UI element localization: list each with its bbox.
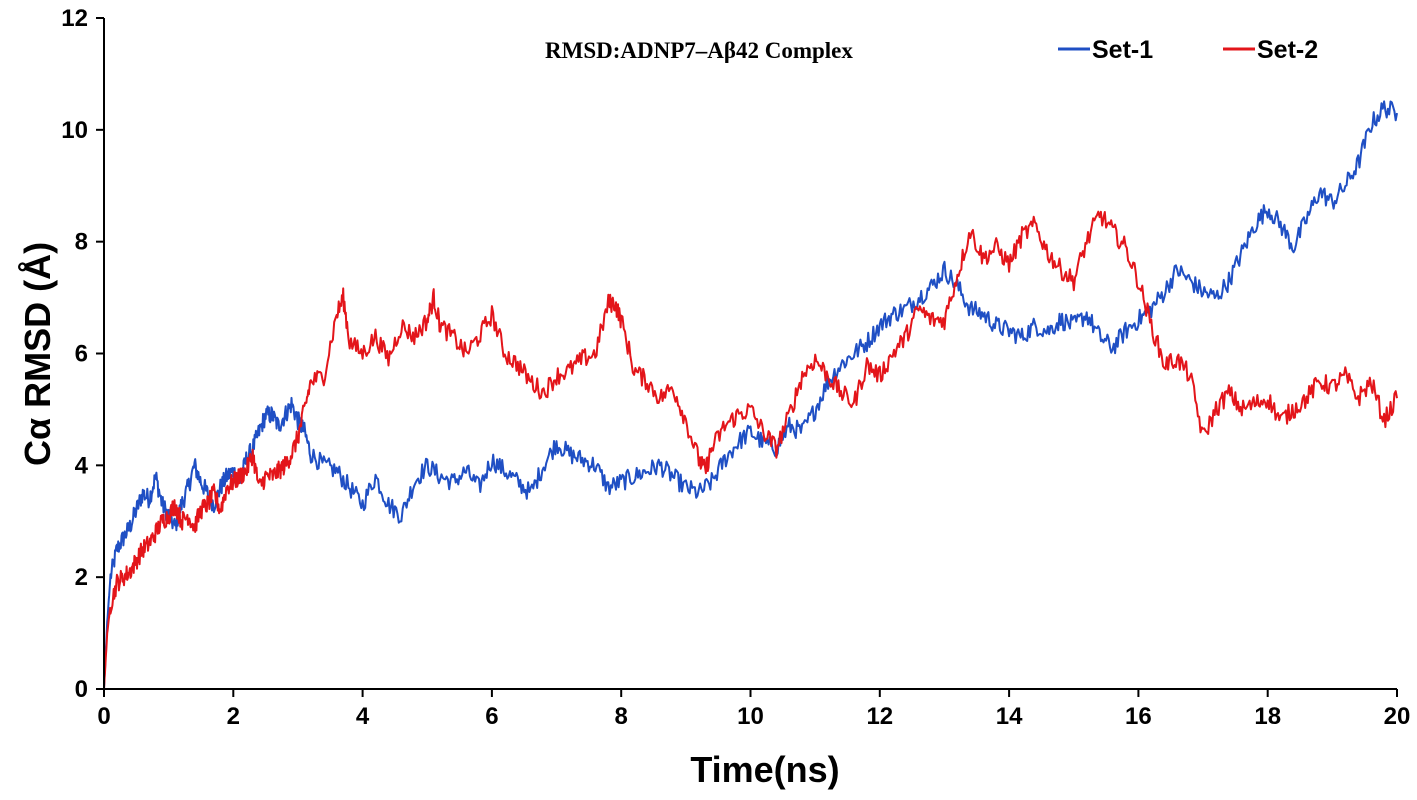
y-axis-title: Cα RMSD (Å): [17, 242, 58, 466]
y-tick-label: 12: [61, 5, 88, 32]
y-tick-label: 8: [75, 229, 88, 256]
x-tick-label: 20: [1384, 703, 1411, 730]
x-tick-label: 18: [1254, 703, 1281, 730]
legend: Set-1 Set-2: [1058, 36, 1318, 64]
y-tick-label: 0: [75, 676, 88, 703]
x-tick-label: 0: [97, 703, 110, 730]
y-tick-label: 10: [61, 117, 88, 144]
x-tick-label: 4: [356, 703, 370, 730]
legend-label-set-2: Set-2: [1257, 36, 1318, 64]
x-tick-label: 8: [615, 703, 628, 730]
chart-title: RMSD:ADNP7–Aβ42 Complex: [545, 38, 853, 63]
series-line-set-2: [103, 210, 1398, 690]
x-tick-label: 12: [866, 703, 893, 730]
legend-label-set-1: Set-1: [1092, 36, 1153, 64]
x-tick-label: 14: [996, 703, 1023, 730]
y-tick-label: 2: [75, 564, 88, 591]
y-tick-label: 4: [75, 452, 89, 479]
x-tick-label: 2: [227, 703, 240, 730]
x-tick-label: 10: [737, 703, 764, 730]
x-tick-label: 6: [485, 703, 498, 730]
axes: 0 2 4 6 8 10 12 14 16 18 20 0 2 4 6 8 10 12: [61, 5, 1410, 730]
x-axis-title: Time(ns): [690, 749, 839, 790]
plot-area: [103, 100, 1398, 690]
series-line-set-1: [103, 100, 1398, 690]
x-tick-label: 16: [1125, 703, 1152, 730]
y-tick-label: 6: [75, 341, 88, 368]
